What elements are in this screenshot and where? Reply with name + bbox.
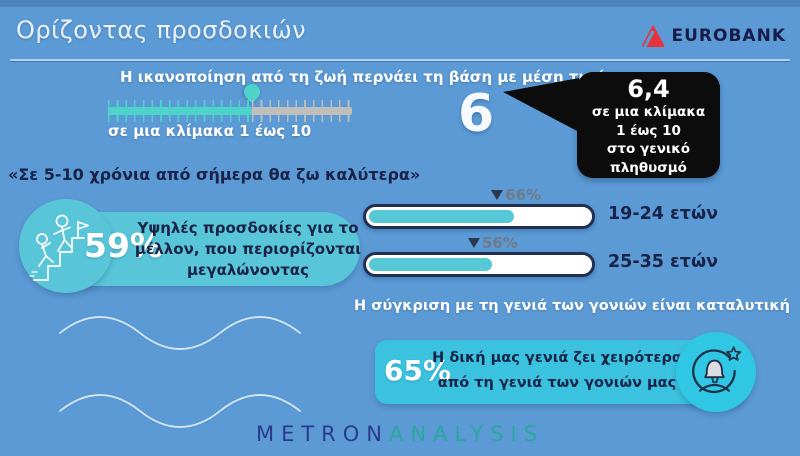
marker-value: 56% [481,234,518,252]
eurobank-logo: EUROBANK [639,24,786,48]
bubble-line-3: στο γενικό [606,141,691,157]
progress-bar [363,252,595,277]
metron-logo-text: METRON [255,422,389,446]
progress-fill [369,258,493,271]
scale-range-label: σε μια κλίμακα 1 έως 10 [108,122,312,140]
bar-marker: 56% [467,234,518,252]
age-group-label: 19-24 ετών [608,204,719,224]
progress-fill [369,210,515,223]
bar-marker: 66% [491,186,541,204]
bubble-value: 6,4 [627,75,670,103]
comparison-stat: 65% [384,354,452,387]
stairs-climb-icon [29,214,89,281]
eurobank-logo-text: EUROBANK [671,26,786,46]
wave-lines-decoration [59,316,301,428]
avatar-circle [676,332,756,412]
scale-ticks-gray [251,100,352,122]
age-bar-25-35: 56% 25-35 ετών [363,234,718,277]
scale-track [108,100,352,122]
scale-ticks-teal [108,100,252,122]
metron-analysis-logo: METRONANALYSIS [0,422,800,446]
satisfaction-headline: Η ικανοποίηση από τη ζωή περνάει τη βάση… [120,68,607,86]
header-divider [10,59,790,61]
marker-triangle-icon [467,238,480,248]
general-population-bubble: 6,4 σε μια κλίμακα 1 έως 10 στο γενικό π… [503,72,720,178]
eurobank-icon [641,25,664,48]
satisfaction-scale-ruler [108,80,352,122]
age-group-label: 25-35 ετών [608,252,719,272]
avatar-icon [692,346,742,394]
marker-value: 66% [505,186,542,204]
expectations-description: Υψηλές προσδοκίες για το μέλλον, που περ… [134,219,362,279]
bubble-line-1: σε μια κλίμακα [591,104,706,120]
bubble-line-2: 1 έως 10 [616,122,681,139]
analysis-logo-text: ANALYSIS [389,422,545,446]
comparison-description: Η δική μας γενιά ζει χειρότερα από τη γε… [432,346,682,396]
marker-triangle-icon [491,190,504,200]
comparison-line-2: από τη γενιά των γονιών μας [437,375,677,391]
expectations-stat: 59% [84,226,163,265]
progress-bar [363,204,595,229]
expectations-quote: «Σε 5-10 χρόνια από σήμερα θα ζω καλύτερ… [8,165,421,184]
age-bar-19-24: 66% 19-24 ετών [363,186,718,229]
marker-row: 56% [363,234,518,252]
page-title: Ορίζοντας προσδοκιών [16,16,307,44]
expectations-circle [19,199,113,293]
comparison-headline: Η σύγκριση με τη γενιά των γονιών είναι … [354,298,790,314]
comparison-line-1: Η δική μας γενιά ζει χειρότερα [432,350,682,366]
top-strip [0,0,800,7]
marker-row: 66% [363,186,541,204]
bubble-line-4: πληθυσμό [610,159,687,176]
bubble-tail [503,78,579,132]
youth-mean-value: 6 [458,84,495,144]
star-icon [726,346,742,361]
